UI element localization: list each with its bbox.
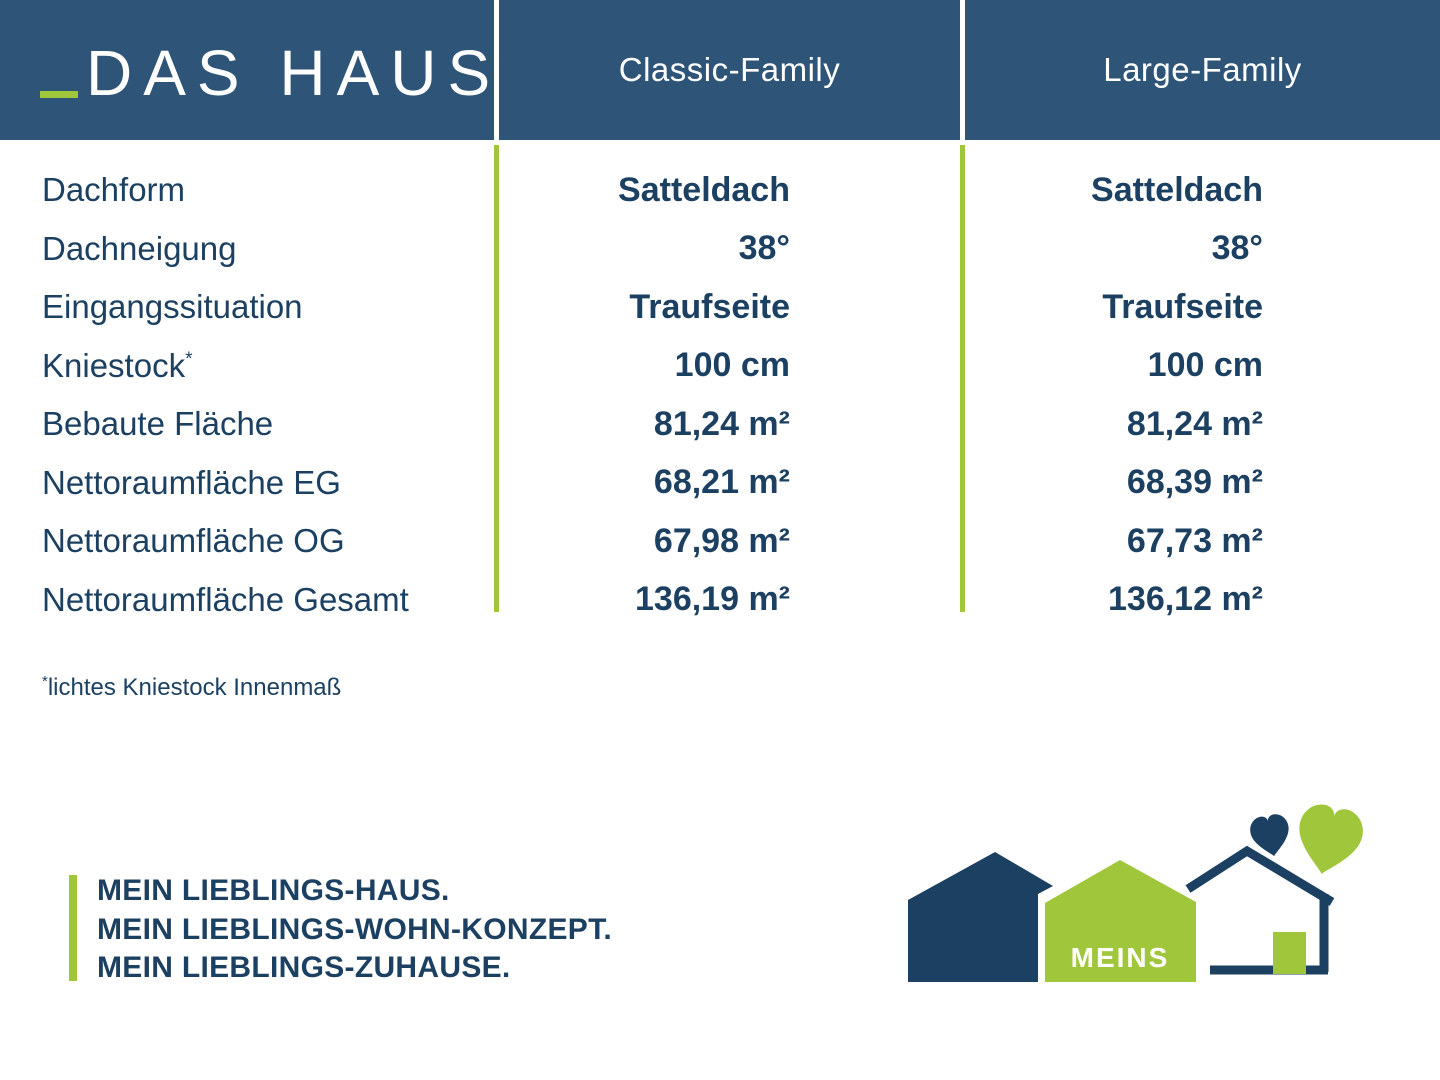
- row-value-classic: 81,24 m²: [653, 404, 790, 443]
- logo-wordmark: MEINS: [1071, 942, 1170, 973]
- row-label-text: Nettoraumfläche EG: [42, 463, 341, 501]
- row-value-classic: Satteldach: [618, 170, 790, 209]
- footnote-marker: *: [42, 673, 48, 690]
- page-title: DAS HAUS: [86, 37, 502, 109]
- row-value-large: 81,24 m²: [1126, 404, 1263, 443]
- table-row: Kniestock* 100 cm 100 cm: [0, 337, 1440, 396]
- row-label-marker: *: [185, 348, 193, 370]
- row-value-classic: 100 cm: [674, 346, 790, 385]
- body-divider-1: [494, 145, 499, 612]
- logo-heart-large-icon: [1299, 804, 1363, 874]
- table-row: Nettoraumfläche OG 67,98 m² 67,73 m²: [0, 512, 1440, 571]
- row-label: Kniestock*: [0, 347, 494, 385]
- logo-house-outline-icon: [1185, 845, 1335, 975]
- row-value-large: Satteldach: [1091, 170, 1263, 209]
- row-value-large: 68,39 m²: [1126, 463, 1263, 502]
- table-row: Bebaute Fläche 81,24 m² 81,24 m²: [0, 395, 1440, 454]
- header-divider-2: [960, 0, 965, 140]
- title-underscore-accent: [40, 91, 78, 98]
- row-value-large: 100 cm: [1147, 346, 1263, 385]
- row-label-text: Dachform: [42, 171, 186, 209]
- footnote: *lichtes Kniestock Innenmaß: [42, 674, 341, 702]
- row-value-large: Traufseite: [1102, 287, 1263, 326]
- table-row: Eingangssituation Traufseite Traufseite: [0, 278, 1440, 337]
- column-header-large: Large-Family: [1103, 51, 1302, 88]
- row-label-text: Nettoraumfläche OG: [42, 522, 345, 560]
- table-row: Nettoraumfläche Gesamt 136,19 m² 136,12 …: [0, 571, 1440, 630]
- row-label: Eingangssituation: [0, 288, 494, 326]
- row-label-text: Dachneigung: [42, 229, 237, 267]
- row-value-large: 136,12 m²: [1108, 580, 1263, 619]
- slogan-line: MEIN LIEBLINGS-WOHN-KONZEPT.: [97, 912, 613, 946]
- table-row: Dachneigung 38° 38°: [0, 220, 1440, 279]
- footnote-text: lichtes Kniestock Innenmaß: [47, 674, 342, 701]
- slogan-line: MEIN LIEBLINGS-ZUHAUSE.: [97, 951, 511, 984]
- slogan-accent-bar: [69, 875, 77, 981]
- row-label: Nettoraumfläche OG: [0, 522, 494, 560]
- logo-house-dark-icon: [908, 852, 1053, 982]
- row-label-text: Bebaute Fläche: [42, 405, 274, 443]
- logo-house-green-icon: [1045, 860, 1196, 982]
- table-row: Nettoraumfläche EG 68,21 m² 68,39 m²: [0, 454, 1440, 513]
- table-row: Dachform Satteldach Satteldach: [0, 161, 1440, 220]
- row-value-classic: 38°: [738, 229, 790, 268]
- row-value-classic: 136,19 m²: [635, 580, 790, 619]
- row-label: Nettoraumfläche EG: [0, 464, 494, 502]
- row-value-classic: 68,21 m²: [653, 463, 790, 502]
- row-value-large: 38°: [1211, 229, 1263, 268]
- row-label-text: Eingangssituation: [42, 288, 303, 326]
- body-divider-2: [960, 145, 965, 612]
- header-divider-1: [494, 0, 499, 140]
- header-bar: DAS HAUS Classic-Family Large-Family: [0, 0, 1440, 140]
- logo-heart-small-icon: [1250, 814, 1289, 857]
- row-value-classic: 67,98 m²: [653, 521, 790, 560]
- row-value-classic: Traufseite: [629, 287, 790, 326]
- column-header-classic: Classic-Family: [618, 51, 841, 88]
- logo-door: [1273, 932, 1306, 974]
- row-label: Dachform: [0, 171, 494, 209]
- slogan-line: MEIN LIEBLINGS-HAUS.: [97, 874, 450, 907]
- row-label-text: Kniestock: [42, 346, 186, 384]
- slogan: MEIN LIEBLINGS-HAUS. MEIN LIEBLINGS-WOHN…: [97, 872, 612, 988]
- spec-table: Dachform Satteldach Satteldach Dachneigu…: [0, 161, 1440, 629]
- brand-logo: MEINS: [908, 804, 1363, 982]
- row-label: Bebaute Fläche: [0, 405, 494, 443]
- row-value-large: 67,73 m²: [1126, 521, 1263, 560]
- row-label: Nettoraumfläche Gesamt: [0, 581, 494, 619]
- row-label: Dachneigung: [0, 230, 494, 268]
- row-label-text: Nettoraumfläche Gesamt: [42, 580, 409, 618]
